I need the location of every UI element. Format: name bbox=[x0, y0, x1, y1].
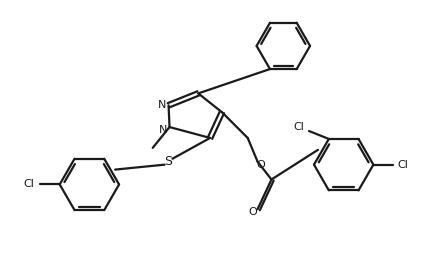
Text: N: N bbox=[158, 100, 166, 110]
Text: O: O bbox=[256, 160, 265, 170]
Text: N: N bbox=[158, 125, 167, 135]
Text: S: S bbox=[165, 155, 172, 168]
Text: Cl: Cl bbox=[24, 180, 34, 190]
Text: Cl: Cl bbox=[294, 122, 304, 132]
Text: Cl: Cl bbox=[398, 160, 408, 170]
Text: O: O bbox=[248, 207, 257, 217]
